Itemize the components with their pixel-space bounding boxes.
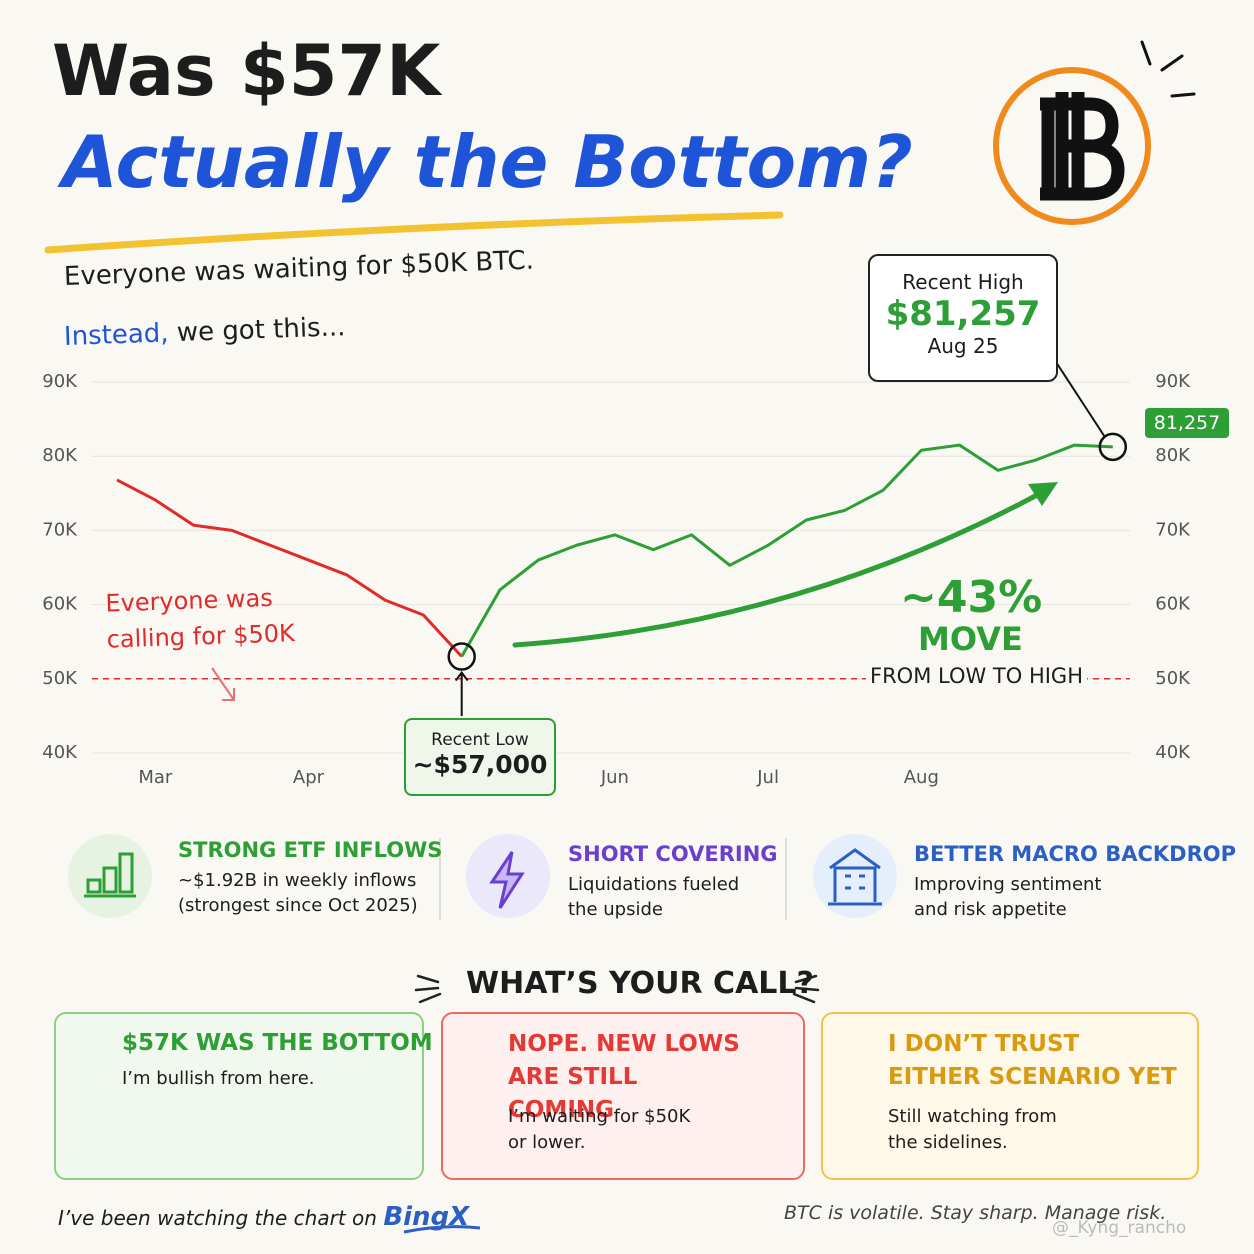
series-line (460, 443, 1113, 658)
option-title: I DON’T TRUST EITHER SCENARIO YET (888, 1031, 1177, 1090)
intro-emph: Instead, (63, 318, 170, 352)
low-arrow (454, 670, 469, 716)
option-title: NOPE. NEW LOWS ARE STILL COMING (508, 1031, 740, 1123)
factor-text: Improving sentiment and risk appetite (914, 874, 1102, 920)
option-text: Still watching from the sidelines. (888, 1106, 1057, 1153)
y-tick-label: 70K (1155, 519, 1191, 540)
y-tick-label: 60K (1155, 594, 1191, 615)
factor-text: ~$1.92B in weekly inflows (strongest sin… (178, 870, 418, 916)
intro-rest: we got this... (176, 312, 346, 349)
series-line (116, 478, 463, 658)
y-tick-label: 70K (42, 519, 78, 540)
factor-text: Liquidations fueled the upside (568, 874, 740, 920)
footer-left: I’ve been watching the chart on BingX (58, 1202, 469, 1232)
x-tick-label: Jun (600, 767, 629, 788)
chart: 40K 40K 50K 50K 60K 60K 70K 70K 80K 80K 90K 90K Mar A… (42, 361, 1191, 788)
y-tick-label: 50K (1155, 668, 1191, 689)
icon-bg (68, 834, 152, 918)
low-marker (447, 642, 476, 671)
poll-title: WHAT’S YOUR CALL? (466, 966, 814, 1001)
y-tick-label: 50K (42, 668, 78, 689)
factor-title: STRONG ETF INFLOWS (178, 838, 443, 862)
x-tick-label: Jul (756, 767, 779, 788)
high-connector (1055, 361, 1106, 438)
footer-right: BTC is volatile. Stay sharp. Manage risk… (784, 1202, 1167, 1224)
title-underline (44, 211, 784, 254)
high-label: Recent High (902, 270, 1024, 294)
high-marker (1098, 432, 1128, 462)
poll-marks (414, 974, 820, 1004)
logo-rays (1140, 40, 1196, 98)
y-tick-label: 80K (42, 445, 78, 466)
icon-bolt (489, 851, 525, 909)
brand-underline (403, 1225, 481, 1234)
btc-symbol (1040, 92, 1125, 201)
move-arrowhead (1028, 482, 1058, 506)
icon-bars (84, 852, 136, 898)
option-text: I’m bullish from here. (122, 1068, 315, 1089)
watermark: @_Kyng_rancho (1052, 1218, 1187, 1238)
low-value: ~$57,000 (412, 750, 548, 779)
y-tick-label: 60K (42, 594, 78, 615)
brand[interactable]: BingX (383, 1202, 470, 1232)
low-label: Recent Low (431, 730, 529, 750)
x-tick-label: Aug (904, 767, 939, 788)
title: Actually the Bottom? (62, 120, 913, 204)
y-tick-label: 40K (42, 742, 78, 763)
poll-option[interactable] (441, 1012, 805, 1180)
y-tick-label: 40K (1155, 742, 1191, 763)
price-badge: 81,257 (1145, 408, 1229, 438)
low-box: Recent Low ~$57,000 (404, 718, 556, 796)
y-tick-label: 80K (1155, 445, 1191, 466)
poll-option[interactable] (54, 1012, 424, 1180)
y-tick-label: 90K (1155, 371, 1191, 392)
move-word: MOVE (918, 620, 1023, 658)
icon-building (828, 848, 882, 906)
btc-logo (993, 67, 1151, 225)
move-pct: ~43% (900, 572, 1043, 623)
high-value: $81,257 (885, 294, 1041, 334)
poll-option[interactable] (821, 1012, 1199, 1180)
x-tick-label: Mar (138, 767, 173, 788)
title: Was $57K (52, 30, 441, 112)
factor-title: BETTER MACRO BACKDROP (914, 842, 1236, 866)
move-sub: FROM LOW TO HIGH (866, 664, 1087, 688)
move-arrow (512, 485, 1053, 648)
high-date: Aug 25 (927, 334, 999, 358)
footer-text: I’ve been watching the chart on (58, 1206, 377, 1230)
note-arrow (211, 667, 235, 701)
y-tick-label: 90K (42, 371, 78, 392)
option-title: $57K WAS THE BOTTOM (122, 1030, 433, 1056)
factor-title: SHORT COVERING (568, 842, 778, 866)
left-note: Everyone was calling for $50K (104, 583, 296, 654)
high-box: Recent High $81,257 Aug 25 (868, 254, 1058, 382)
option-text: I’m waiting for $50K or lower. (508, 1106, 691, 1153)
x-tick-label: Apr (293, 767, 325, 788)
